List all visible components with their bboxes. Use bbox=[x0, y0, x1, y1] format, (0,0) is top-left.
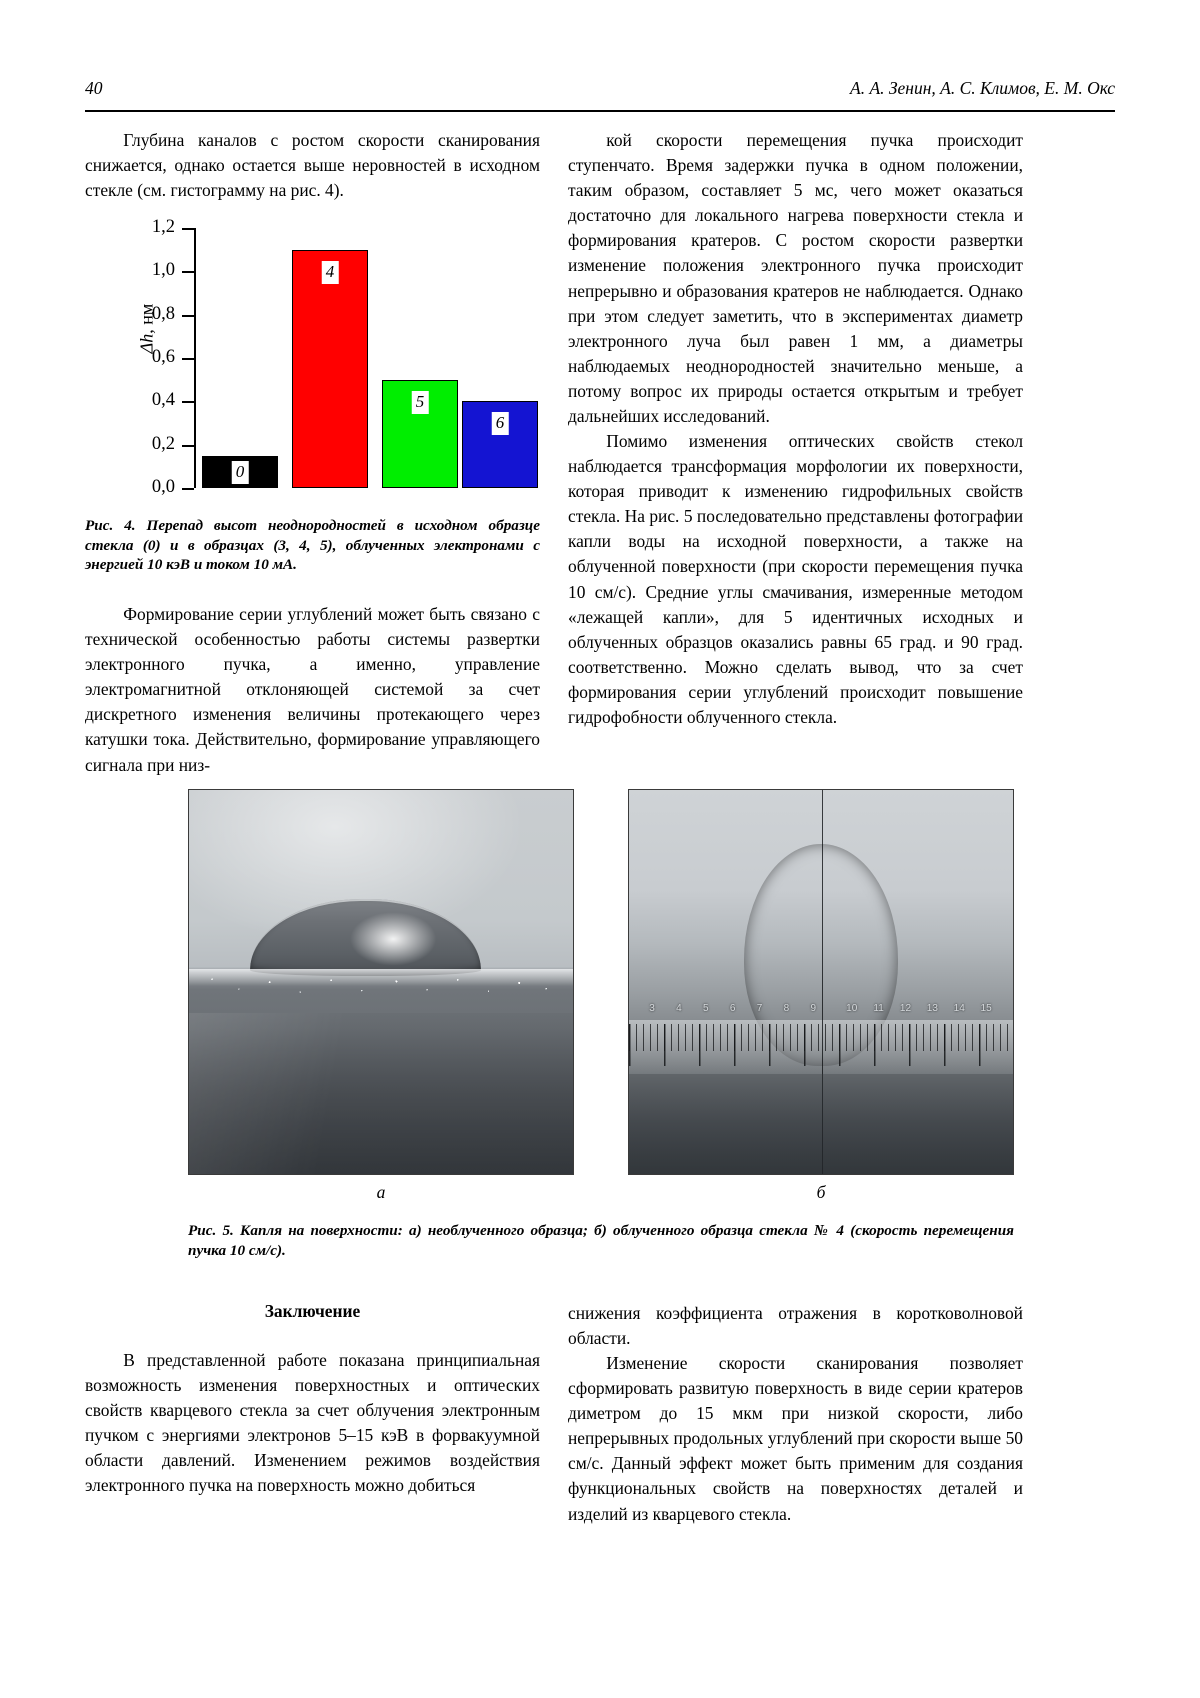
figure-5-sublabel-a: а bbox=[376, 1182, 386, 1202]
photo-droplet-unirradiated bbox=[188, 789, 574, 1175]
right-column-paragraph-1: кой скорости перемещения пучка происходи… bbox=[568, 128, 1023, 429]
figure-5-caption: Рис. 5. Капля на поверхности: а) необлуч… bbox=[188, 1222, 1014, 1259]
y-tick-label-0.8: 0,8 bbox=[151, 303, 175, 324]
bar-label-5: 5 bbox=[411, 390, 429, 414]
ruler-number: 14 bbox=[953, 1003, 965, 1015]
y-tick-label-0.4: 0,4 bbox=[151, 390, 175, 411]
y-tick-1.2 bbox=[182, 228, 194, 230]
conclusion-left-paragraph: В представленной работе показана принцип… bbox=[85, 1348, 540, 1499]
photo-a-surface-specks bbox=[189, 966, 573, 1006]
photo-a-lower-shade bbox=[189, 1012, 573, 1174]
y-tick-label-1.0: 1,0 bbox=[151, 260, 175, 281]
body-text: кой скорости перемещения пучка происходи… bbox=[568, 130, 1023, 427]
bar-label-4: 4 bbox=[321, 260, 339, 284]
section-heading-conclusion: Заключение bbox=[264, 1301, 361, 1321]
bar-sample-6: 6 bbox=[462, 401, 538, 488]
ruler-number: 9 bbox=[810, 1003, 817, 1015]
photo-b-lower-shade bbox=[629, 1074, 1013, 1174]
y-tick-label-1.2: 1,2 bbox=[151, 217, 175, 237]
y-tick-1.0 bbox=[182, 271, 194, 274]
left-column-paragraph-2: Формирование серии углублений может быть… bbox=[85, 602, 540, 778]
body-text: В представленной работе показана принцип… bbox=[85, 1350, 540, 1496]
bar-sample-4: 4 bbox=[292, 249, 368, 488]
conclusion-heading-block: Заключение bbox=[85, 1301, 540, 1322]
figure-4-caption: Рис. 4. Перепад высот неоднородностей в … bbox=[85, 517, 540, 574]
page-number: 40 bbox=[85, 78, 103, 98]
photo-a-droplet-edge bbox=[250, 899, 481, 976]
figure-4-chart: Δh, нм 1,2 1,0 0,8 0,6 0,4 0,2 0,0 0 bbox=[85, 212, 540, 510]
y-tick-label-0.2: 0,2 bbox=[151, 433, 175, 454]
y-tick-label-0.0: 0,0 bbox=[151, 477, 175, 497]
ruler-number: 12 bbox=[899, 1003, 912, 1015]
photo-b-ruler-numbers: 3 4 5 6 7 8 9 10 11 12 13 14 15 bbox=[629, 1003, 1013, 1021]
bar-label-6: 6 bbox=[491, 412, 509, 436]
y-axis-line bbox=[194, 228, 196, 488]
bar-sample-5: 5 bbox=[382, 379, 458, 488]
ruler-number: 5 bbox=[703, 1003, 709, 1015]
running-head: 40 А. А. Зенин, А. С. Климов, Е. М. Окс bbox=[85, 78, 1115, 104]
ruler-number: 13 bbox=[926, 1003, 938, 1015]
conclusion-right-paragraph-2: Изменение скорости сканирования позволяе… bbox=[568, 1351, 1023, 1527]
photo-b-vertical-seam bbox=[821, 790, 824, 1174]
ruler-number: 6 bbox=[729, 1003, 736, 1015]
ruler-number: 8 bbox=[783, 1003, 790, 1015]
bar-chart: Δh, нм 1,2 1,0 0,8 0,6 0,4 0,2 0,0 0 bbox=[85, 212, 540, 510]
photo-droplet-irradiated: 3 4 5 6 7 8 9 10 11 12 13 14 15 bbox=[628, 789, 1014, 1175]
ruler-number: 4 bbox=[676, 1003, 682, 1015]
photo-b-ruler-major-ticks bbox=[629, 1024, 1013, 1067]
bar-sample-0: 0 bbox=[202, 455, 278, 488]
body-text: Формирование серии углублений может быть… bbox=[85, 604, 540, 775]
y-tick-0.2 bbox=[182, 444, 194, 447]
ruler-number: 7 bbox=[756, 1003, 763, 1015]
figure-4-caption-block: Рис. 4. Перепад высот неоднородностей в … bbox=[85, 516, 540, 575]
y-tick-0.0 bbox=[182, 488, 194, 490]
left-column-paragraph-1: Глубина каналов с ростом скорости сканир… bbox=[85, 128, 540, 203]
figure-5-photographs: 3 4 5 6 7 8 9 10 11 12 13 14 15 bbox=[188, 789, 1014, 1177]
header-rule bbox=[85, 110, 1115, 112]
y-tick-0.4 bbox=[182, 401, 194, 404]
bar-label-0: 0 bbox=[231, 460, 249, 484]
body-text: Изменение скорости сканирования позволяе… bbox=[568, 1353, 1023, 1524]
figure-5-caption-block: Рис. 5. Капля на поверхности: а) необлуч… bbox=[188, 1221, 1014, 1260]
running-head-authors: А. А. Зенин, А. С. Климов, Е. М. Окс bbox=[850, 78, 1115, 98]
figure-5-sublabel-b: б bbox=[816, 1182, 826, 1202]
y-tick-0.8 bbox=[182, 314, 194, 317]
bar-group: 0 4 5 6 bbox=[196, 228, 540, 488]
ruler-number: 11 bbox=[873, 1003, 884, 1015]
body-text: снижения коэффициента отражения в коротк… bbox=[568, 1303, 1023, 1349]
ruler-number: 15 bbox=[980, 1003, 992, 1015]
figure-5-sublabels: а б bbox=[188, 1182, 1014, 1206]
body-text: Глубина каналов с ростом скорости сканир… bbox=[85, 130, 540, 201]
y-tick-label-0.6: 0,6 bbox=[151, 347, 175, 367]
y-tick-0.6 bbox=[182, 358, 194, 360]
conclusion-right-paragraph-1: снижения коэффициента отражения в коротк… bbox=[568, 1301, 1023, 1351]
body-text: Помимо изменения оптических свойств стек… bbox=[568, 431, 1023, 728]
ruler-number: 3 bbox=[649, 1003, 655, 1015]
ruler-number: 10 bbox=[846, 1003, 858, 1015]
right-column-paragraph-2: Помимо изменения оптических свойств стек… bbox=[568, 429, 1023, 730]
